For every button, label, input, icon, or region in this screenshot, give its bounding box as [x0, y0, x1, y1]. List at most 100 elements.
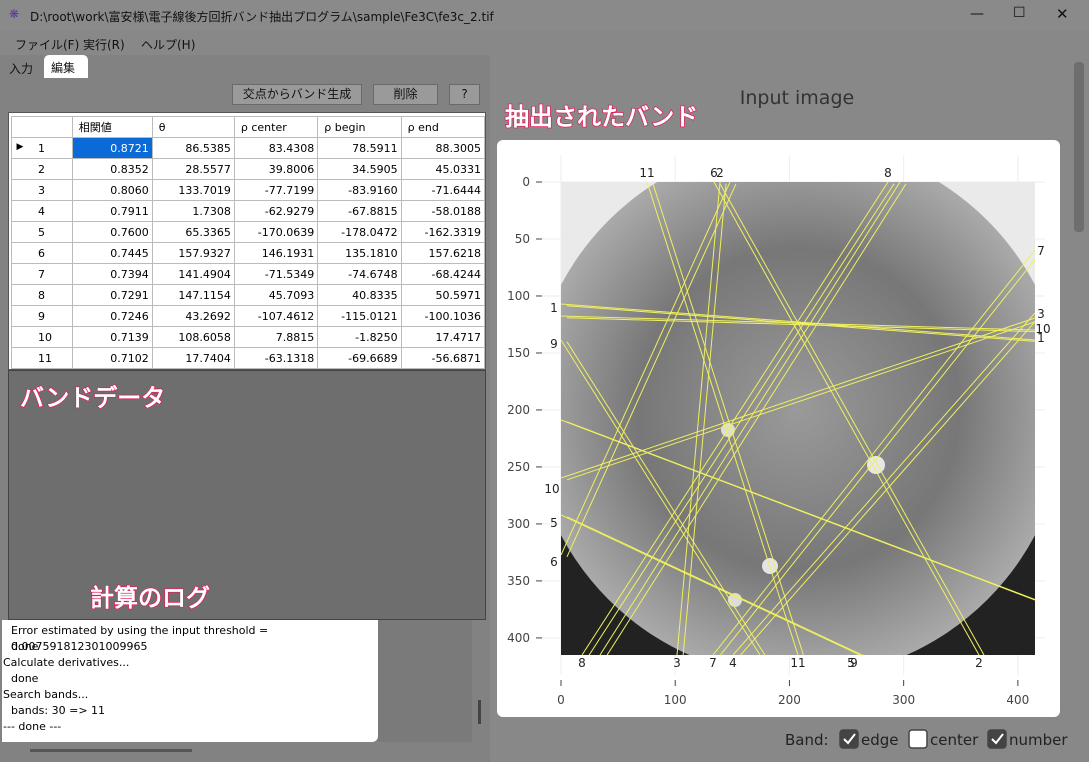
toolbar: 交点からバンド生成 削除? — [0, 84, 490, 106]
checkbox[interactable] — [908, 729, 928, 749]
cell[interactable]: 45.7093 — [233, 284, 319, 306]
table-row[interactable]: 5 0.7600 65.3365 -170.0639 -178.0472 -162.331… — [11, 221, 486, 243]
cell[interactable]: 157.9327 — [151, 242, 235, 264]
row-header[interactable]: 3 — [11, 179, 73, 201]
maximize[interactable]: ☐ — [1013, 5, 1026, 21]
cell[interactable]: 147.1154 — [151, 284, 235, 306]
checkbox-label[interactable]: number — [1009, 731, 1068, 749]
menu-item[interactable]: ヘルプ(H) — [141, 38, 196, 52]
table-row[interactable]: 4 0.7911 1.7308 -62.9279 -67.8815 -58.0188 — [11, 200, 486, 222]
table-row[interactable]: 1 0.8721 86.5385 83.4308 78.5911 88.3005 — [11, 137, 486, 159]
row-header[interactable]: 7 — [11, 263, 73, 285]
row-header[interactable]: 11 — [11, 347, 73, 369]
cell[interactable]: -58.0188 — [400, 200, 486, 222]
cell[interactable]: -69.6689 — [317, 347, 402, 369]
cell[interactable]: -115.0121 — [317, 305, 402, 327]
cell[interactable]: -83.9160 — [317, 179, 402, 201]
row-header[interactable]: 8 — [11, 284, 73, 306]
cell[interactable]: -170.0639 — [233, 221, 319, 243]
table-row[interactable]: 11 0.7102 17.7404 -63.1318 -69.6689 -56.6871 — [11, 347, 486, 369]
menu-item[interactable]: 実行(R) — [83, 38, 125, 52]
cell[interactable]: 0.8352 — [71, 158, 153, 180]
cell[interactable]: 0.7139 — [71, 326, 153, 348]
cell[interactable]: -77.7199 — [233, 179, 319, 201]
table-row[interactable]: 10 0.7139 108.6058 7.8815 -1.8250 17.4717 — [11, 326, 486, 348]
row-header[interactable]: 9 — [11, 305, 73, 327]
cell[interactable]: 0.7911 — [71, 200, 153, 222]
cell[interactable]: -71.5349 — [233, 263, 319, 285]
cell[interactable]: -100.1036 — [400, 305, 486, 327]
tab[interactable]: 入力 — [9, 62, 34, 76]
row-header[interactable]: 2 — [11, 158, 73, 180]
checkbox-label[interactable]: center — [930, 731, 979, 749]
cell[interactable]: 86.5385 — [151, 137, 235, 159]
cell[interactable]: 0.7246 — [71, 305, 153, 327]
cell[interactable]: 40.8335 — [317, 284, 402, 306]
row-header[interactable]: 10 — [11, 326, 73, 348]
cell[interactable]: -62.9279 — [233, 200, 319, 222]
cell[interactable]: -67.8815 — [317, 200, 402, 222]
scrollbar-h[interactable] — [30, 749, 192, 752]
band-number: 9 — [850, 656, 858, 670]
cell[interactable]: 157.6218 — [400, 242, 486, 264]
cell[interactable]: -71.6444 — [400, 179, 486, 201]
cell[interactable]: 0.8060 — [71, 179, 153, 201]
button[interactable]: 削除 — [373, 84, 438, 105]
cell[interactable]: 17.7404 — [151, 347, 235, 369]
table-row[interactable]: 7 0.7394 141.4904 -71.5349 -74.6748 -68.4244 — [11, 263, 486, 285]
cell[interactable]: -74.6748 — [317, 263, 402, 285]
close[interactable]: ✕ — [1056, 5, 1069, 23]
cell[interactable]: 34.5905 — [317, 158, 402, 180]
cell[interactable]: 0.7600 — [71, 221, 153, 243]
cell[interactable]: 108.6058 — [151, 326, 235, 348]
table-row[interactable]: 8 0.7291 147.1154 45.7093 40.8335 50.5971 — [11, 284, 486, 306]
cell[interactable]: 17.4717 — [400, 326, 486, 348]
cell[interactable]: 50.5971 — [400, 284, 486, 306]
cell[interactable]: 7.8815 — [233, 326, 319, 348]
cell[interactable]: 0.7445 — [71, 242, 153, 264]
table-row[interactable]: 9 0.7246 43.2692 -107.4612 -115.0121 -100.103… — [11, 305, 486, 327]
scrollbar-right[interactable] — [1074, 62, 1084, 232]
button[interactable]: ? — [449, 84, 480, 105]
cell[interactable]: -56.6871 — [400, 347, 486, 369]
cell[interactable]: 88.3005 — [400, 137, 486, 159]
cell[interactable]: 78.5911 — [317, 137, 402, 159]
cell[interactable]: -1.8250 — [317, 326, 402, 348]
cell[interactable]: 43.2692 — [151, 305, 235, 327]
cell[interactable]: 146.1931 — [233, 242, 319, 264]
cell[interactable]: 133.7019 — [151, 179, 235, 201]
row-header[interactable]: 4 — [11, 200, 73, 222]
button[interactable]: 交点からバンド生成 — [232, 84, 362, 105]
cell[interactable]: 83.4308 — [233, 137, 319, 159]
cell[interactable]: 45.0331 — [400, 158, 486, 180]
menu-item[interactable]: ファイル(F) — [15, 38, 80, 52]
table-row[interactable]: 6 0.7445 157.9327 146.1931 135.1810 157.6218 — [11, 242, 486, 264]
checkbox[interactable] — [839, 729, 859, 749]
tab-active[interactable]: 編集 — [44, 55, 88, 78]
checkbox[interactable] — [987, 729, 1007, 749]
cell[interactable]: 0.7394 — [71, 263, 153, 285]
scrollbar-v[interactable] — [478, 700, 481, 724]
cell[interactable]: 39.8006 — [233, 158, 319, 180]
cell[interactable]: 28.5577 — [151, 158, 235, 180]
row-header[interactable]: 5 — [11, 221, 73, 243]
table-row[interactable]: 3 0.8060 133.7019 -77.7199 -83.9160 -71.6444 — [11, 179, 486, 201]
cell[interactable]: 1.7308 — [151, 200, 235, 222]
checkbox-label[interactable]: edge — [861, 731, 899, 749]
cell[interactable]: 65.3365 — [151, 221, 235, 243]
cell[interactable]: -178.0472 — [317, 221, 402, 243]
cell[interactable]: 141.4904 — [151, 263, 235, 285]
minimize[interactable]: — — [970, 6, 984, 22]
cell[interactable]: 135.1810 — [317, 242, 402, 264]
row-pointer: ▶ — [16, 141, 24, 152]
row-header[interactable]: 6 — [11, 242, 73, 264]
cell[interactable]: -63.1318 — [233, 347, 319, 369]
cell[interactable]: 0.7102 — [71, 347, 153, 369]
cell[interactable]: -107.4612 — [233, 305, 319, 327]
band-edge — [588, 183, 895, 655]
table-row[interactable]: 2 0.8352 28.5577 39.8006 34.5905 45.0331 — [11, 158, 486, 180]
cell[interactable]: 0.7291 — [71, 284, 153, 306]
cell[interactable]: -162.3319 — [400, 221, 486, 243]
cell[interactable]: 0.8721 — [71, 137, 153, 159]
cell[interactable]: -68.4244 — [400, 263, 486, 285]
